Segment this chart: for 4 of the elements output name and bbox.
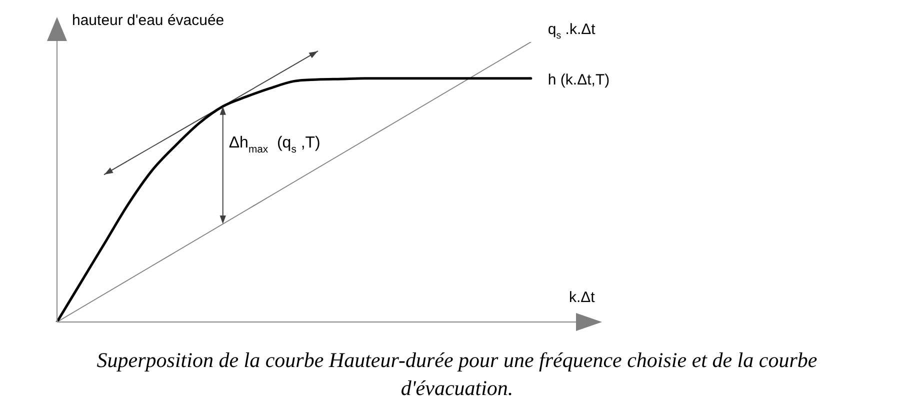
y-axis-title: hauteur d'eau évacuée — [72, 12, 224, 29]
text: Superposition de la courbe Hauteur-durée pour une fréquence choisie et de la courbe d'évacuation. — [96, 347, 818, 402]
series-label: h (k.Δt,T) — [548, 71, 610, 88]
x-axis-title: k.Δt — [569, 289, 596, 306]
